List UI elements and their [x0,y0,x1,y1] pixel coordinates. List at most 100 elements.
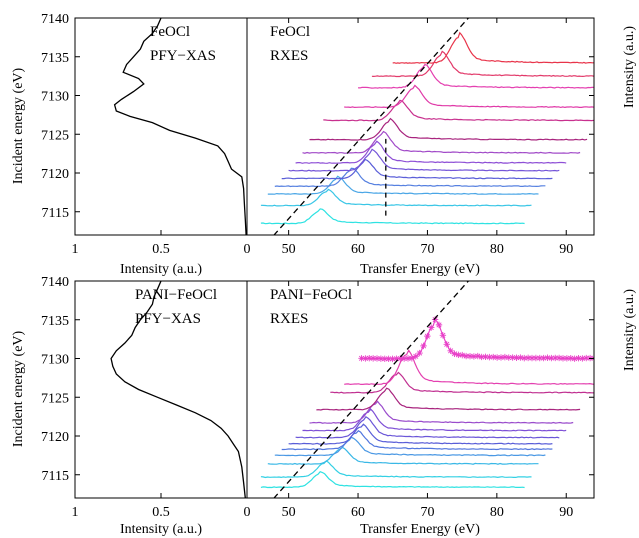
rxes-x-tick-label: 70 [420,505,434,520]
pani-rxes-title-line1: PANI−FeOCl [270,287,352,303]
rxes-marker [478,353,485,361]
rxes-marker [517,354,524,361]
xas-curve [113,18,247,235]
rxes-marker [447,347,454,355]
rxes-marker [521,354,528,362]
rxes-marker [373,355,381,362]
rxes-marker [366,355,373,362]
rxes-spectrum-3 [267,446,539,465]
y-tick-label: 7140 [41,275,69,290]
rxes-spectrum-10 [323,99,594,122]
rxes-marker [544,354,551,361]
pani-xas-xlabel: Intensity (a.u.) [120,522,202,537]
rxes-marker [559,355,567,362]
rxes-marker [555,354,563,362]
feocl-rxes-xlabel: Transfer Energy (eV) [360,262,480,277]
rxes-marker [497,354,505,361]
xas-x-tick-label: 1 [72,505,79,520]
rxes-elastic-diagonal [273,18,470,235]
feocl-xas-xlabel: Intensity (a.u.) [120,262,202,277]
rxes-marker [431,316,439,323]
y-tick-label: 7120 [41,430,69,445]
pani-rxes-title-line2: RXES [270,311,308,327]
rxes-x-tick-label: 90 [559,242,573,257]
y-tick-label: 7130 [41,90,69,105]
rxes-marker [385,355,392,363]
rxes-marker [455,351,462,359]
rxes-marker [439,332,447,339]
xas-x-tick-label: 0.5 [152,505,170,520]
rxes-x-tick-label: 60 [351,242,365,257]
rxes-marker [563,355,571,362]
rxes-spectrum-10 [316,387,581,411]
rxes-spectrum-11 [330,371,594,394]
rxes-marker [404,355,412,362]
rxes-spectrum-7 [295,415,560,439]
rxes-spectrum-2 [260,188,532,207]
rxes-spectrum-4 [274,436,546,457]
rxes-x-tick-label: 60 [351,505,365,520]
xas-x-tick-label: 1 [72,242,79,257]
pani-rxes-xlabel: Transfer Energy (eV) [360,522,480,537]
pani-xas-title-line1: PANI−FeOCl [135,287,217,303]
rxes-marker [583,354,590,362]
rxes-spectrum-1 [260,470,525,489]
rxes-marker [466,353,474,360]
rxes-marker [408,355,416,362]
rxes-spectrum-3 [267,175,539,195]
rxes-spectrum-8 [302,130,581,154]
rxes-marker [369,355,377,362]
rxes-marker [416,349,423,357]
rxes-x-tick-label: 50 [282,242,296,257]
rxes-marker [443,341,450,348]
rxes-marker [420,342,427,350]
feocl-rxes-title-line2: RXES [270,48,308,64]
y-tick-label: 7115 [42,469,69,484]
rxes-marker [552,354,559,362]
xas-x-tick-label: 0 [244,242,251,257]
rxes-marker [532,354,540,362]
rxes-spectrum-6 [288,148,560,172]
xas-curve [110,281,246,498]
rxes-marker [575,355,582,362]
rxes-marker [393,355,400,362]
rxes-marker [505,354,512,361]
rxes-marker [459,351,466,359]
rxes-marker [490,353,497,361]
rxes-marker [513,354,520,361]
rxes-spectrum-7 [295,140,567,164]
rxes-spectrum-12 [357,63,594,89]
rxes-marker [462,352,470,360]
feocl-ticks: 7115 7120 7125 7130 7135 7140 1 0.5 0 50 60 70 80 90 [41,12,594,257]
rxes-x-tick-label: 70 [420,242,434,257]
rxes-marker [486,353,493,361]
feocl-rxes-title-line1: FeOCl [270,24,310,40]
rxes-marker [389,355,396,363]
xas-x-tick-label: 0 [244,505,251,520]
y-tick-label: 7140 [41,12,69,27]
pani-rxes-frame [246,280,595,499]
rxes-x-tick-label: 80 [490,242,504,257]
rxes-spectrum-2 [260,460,532,479]
rxes-marker [540,354,547,362]
rxes-marker [397,355,404,362]
rxes-x-tick-label: 50 [282,505,296,520]
rxes-marker [435,321,443,329]
rxes-marker [377,355,385,362]
pani-ticks: 7115 7120 7125 7130 7135 7140 1 0.5 0 50 60 70 80 90 [41,275,594,520]
rxes-marker [571,355,578,362]
rxes-marker [474,352,481,360]
rxes-marker [579,355,586,362]
pani-ylabel: Incident energy (eV) [11,330,26,447]
rxes-spectrum-13 [371,50,594,78]
rxes-spectrum-8 [302,408,567,432]
rxes-marker [358,355,365,362]
rxes-spectrum-1 [260,208,525,225]
feocl-rxes-plot-area [260,18,594,235]
rxes-marker [451,350,458,357]
rxes-marker [412,353,419,360]
feocl-ylabel: Incident energy (eV) [11,67,26,184]
